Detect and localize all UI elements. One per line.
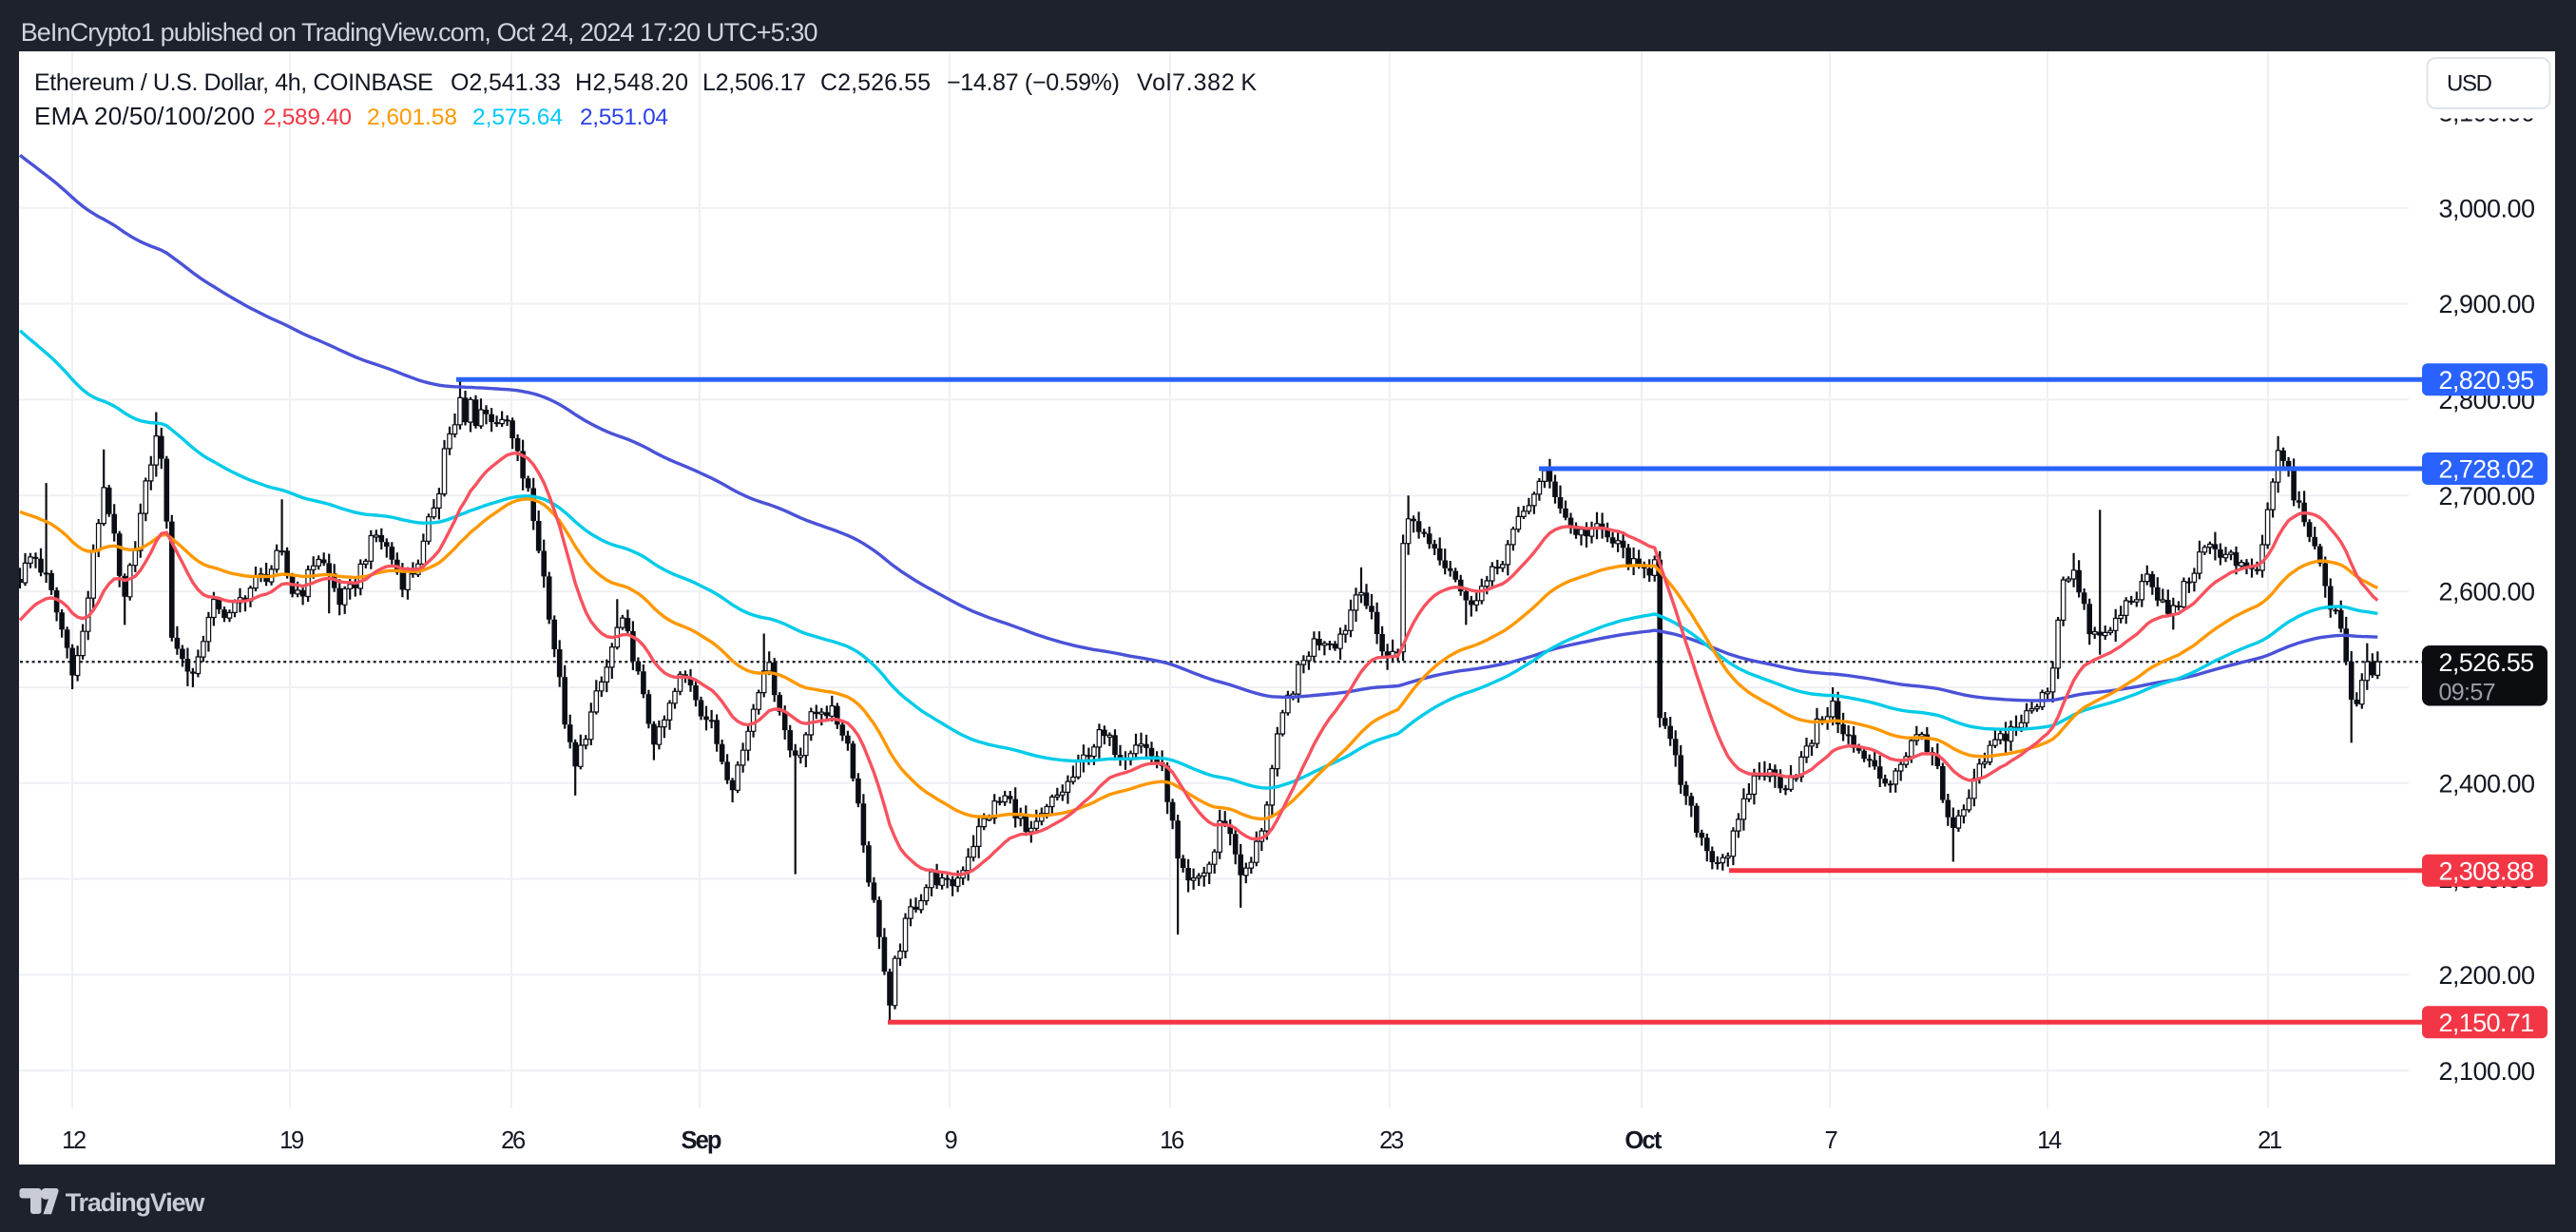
- svg-text:2,308.88: 2,308.88: [2439, 857, 2534, 885]
- svg-text:2,200.00: 2,200.00: [2439, 961, 2535, 990]
- svg-text:21: 21: [2258, 1127, 2281, 1154]
- svg-text:12: 12: [62, 1127, 86, 1154]
- svg-text:2,600.00: 2,600.00: [2439, 578, 2535, 606]
- svg-text:USD: USD: [2447, 71, 2492, 97]
- svg-text:EMA 20/50/100/200: EMA 20/50/100/200: [34, 102, 255, 130]
- svg-text:TradingView: TradingView: [66, 1188, 206, 1217]
- svg-text:26: 26: [501, 1127, 526, 1154]
- svg-text:2,526.55: 2,526.55: [2439, 648, 2534, 677]
- svg-text:9: 9: [944, 1127, 956, 1154]
- svg-text:2,100.00: 2,100.00: [2439, 1057, 2535, 1086]
- svg-text:2,551.04: 2,551.04: [580, 105, 668, 130]
- svg-text:O2,541.33: O2,541.33: [451, 69, 561, 96]
- svg-text:Sep: Sep: [681, 1127, 721, 1154]
- svg-text:2,400.00: 2,400.00: [2439, 769, 2535, 798]
- svg-text:19: 19: [279, 1127, 303, 1154]
- svg-text:Vol7.382 K: Vol7.382 K: [1137, 69, 1258, 96]
- svg-text:2,900.00: 2,900.00: [2439, 290, 2535, 318]
- svg-text:2,150.71: 2,150.71: [2439, 1009, 2534, 1037]
- svg-text:7: 7: [1824, 1127, 1836, 1154]
- svg-text:2,820.95: 2,820.95: [2439, 366, 2534, 395]
- svg-text:−14.87 (−0.59%): −14.87 (−0.59%): [947, 69, 1120, 96]
- svg-text:14: 14: [2037, 1127, 2062, 1154]
- svg-text:Ethereum / U.S. Dollar, 4h, CO: Ethereum / U.S. Dollar, 4h, COINBASE: [34, 69, 433, 96]
- svg-text:3,000.00: 3,000.00: [2439, 194, 2535, 222]
- svg-text:Oct: Oct: [1624, 1127, 1663, 1154]
- svg-text:2,601.58: 2,601.58: [367, 105, 457, 130]
- svg-text:2,589.40: 2,589.40: [263, 105, 352, 130]
- svg-text:2,700.00: 2,700.00: [2439, 482, 2535, 510]
- svg-text:H2,548.20: H2,548.20: [575, 69, 688, 96]
- svg-text:23: 23: [1379, 1127, 1404, 1154]
- svg-text:09:57: 09:57: [2439, 680, 2495, 706]
- svg-text:16: 16: [1160, 1127, 1184, 1154]
- svg-text:2,575.64: 2,575.64: [472, 105, 563, 130]
- svg-text:L2,506.17: L2,506.17: [702, 69, 806, 96]
- svg-text:C2,526.55: C2,526.55: [820, 69, 931, 96]
- svg-text:BeInCrypto1 published on Tradi: BeInCrypto1 published on TradingView.com…: [21, 18, 817, 47]
- svg-text:2,728.02: 2,728.02: [2439, 455, 2534, 484]
